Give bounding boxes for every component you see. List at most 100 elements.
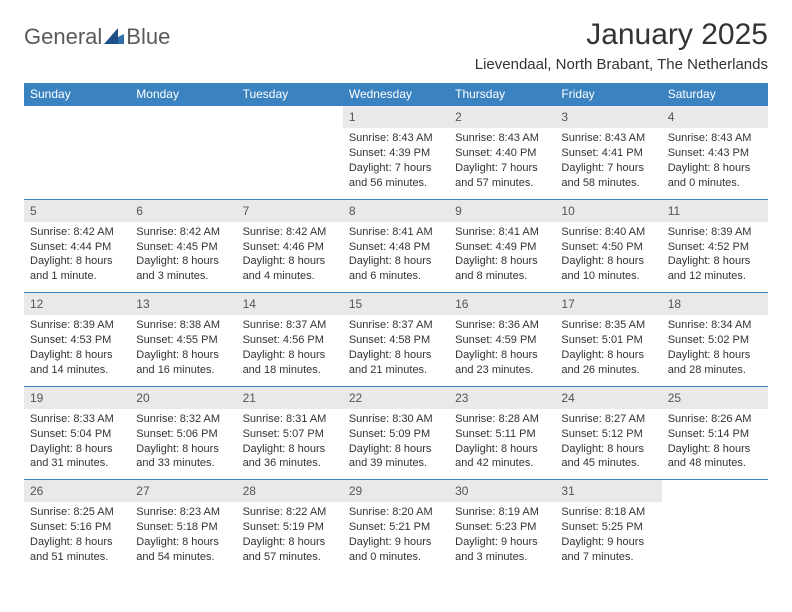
calendar-day-cell: 3Sunrise: 8:43 AMSunset: 4:41 PMDaylight… bbox=[555, 106, 661, 200]
weekday-header: Friday bbox=[555, 83, 661, 106]
sunset-text: Sunset: 5:07 PM bbox=[243, 427, 337, 442]
sunrise-text: Sunrise: 8:42 AM bbox=[243, 225, 337, 240]
weekday-header: Tuesday bbox=[237, 83, 343, 106]
day-number: 21 bbox=[237, 387, 343, 409]
weekday-header: Saturday bbox=[662, 83, 768, 106]
day-number: 6 bbox=[130, 200, 236, 222]
day-number: 23 bbox=[449, 387, 555, 409]
day-number: 19 bbox=[24, 387, 130, 409]
sunset-text: Sunset: 5:16 PM bbox=[30, 520, 124, 535]
calendar-day-cell: 9Sunrise: 8:41 AMSunset: 4:49 PMDaylight… bbox=[449, 199, 555, 293]
day-number: 13 bbox=[130, 293, 236, 315]
weekday-header: Thursday bbox=[449, 83, 555, 106]
sunrise-text: Sunrise: 8:30 AM bbox=[349, 412, 443, 427]
weekday-header: Sunday bbox=[24, 83, 130, 106]
calendar-day-cell: 18Sunrise: 8:34 AMSunset: 5:02 PMDayligh… bbox=[662, 293, 768, 387]
daylight-text: Daylight: 8 hours and 26 minutes. bbox=[561, 348, 655, 378]
sunset-text: Sunset: 4:39 PM bbox=[349, 146, 443, 161]
daylight-text: Daylight: 8 hours and 12 minutes. bbox=[668, 254, 762, 284]
daylight-text: Daylight: 8 hours and 10 minutes. bbox=[561, 254, 655, 284]
daylight-text: Daylight: 8 hours and 39 minutes. bbox=[349, 442, 443, 472]
calendar-day-cell: 26Sunrise: 8:25 AMSunset: 5:16 PMDayligh… bbox=[24, 480, 130, 573]
logo-text-general: General bbox=[24, 24, 102, 50]
daylight-text: Daylight: 8 hours and 57 minutes. bbox=[243, 535, 337, 565]
day-number: 17 bbox=[555, 293, 661, 315]
page-title: January 2025 bbox=[475, 18, 768, 52]
day-number: 5 bbox=[24, 200, 130, 222]
day-number: 18 bbox=[662, 293, 768, 315]
sunrise-text: Sunrise: 8:37 AM bbox=[349, 318, 443, 333]
day-body: Sunrise: 8:37 AMSunset: 4:58 PMDaylight:… bbox=[343, 315, 449, 385]
sunrise-text: Sunrise: 8:41 AM bbox=[455, 225, 549, 240]
daylight-text: Daylight: 8 hours and 33 minutes. bbox=[136, 442, 230, 472]
day-number: 14 bbox=[237, 293, 343, 315]
sunset-text: Sunset: 4:53 PM bbox=[30, 333, 124, 348]
sunset-text: Sunset: 4:55 PM bbox=[136, 333, 230, 348]
sunrise-text: Sunrise: 8:42 AM bbox=[30, 225, 124, 240]
sunset-text: Sunset: 5:12 PM bbox=[561, 427, 655, 442]
day-body: Sunrise: 8:42 AMSunset: 4:44 PMDaylight:… bbox=[24, 222, 130, 292]
calendar-day-cell: 22Sunrise: 8:30 AMSunset: 5:09 PMDayligh… bbox=[343, 386, 449, 480]
sunrise-text: Sunrise: 8:32 AM bbox=[136, 412, 230, 427]
day-number: 16 bbox=[449, 293, 555, 315]
day-body: Sunrise: 8:30 AMSunset: 5:09 PMDaylight:… bbox=[343, 409, 449, 479]
daylight-text: Daylight: 8 hours and 0 minutes. bbox=[668, 161, 762, 191]
sunrise-text: Sunrise: 8:26 AM bbox=[668, 412, 762, 427]
day-body: Sunrise: 8:33 AMSunset: 5:04 PMDaylight:… bbox=[24, 409, 130, 479]
calendar-week-row: 1Sunrise: 8:43 AMSunset: 4:39 PMDaylight… bbox=[24, 106, 768, 200]
daylight-text: Daylight: 7 hours and 57 minutes. bbox=[455, 161, 549, 191]
daylight-text: Daylight: 8 hours and 16 minutes. bbox=[136, 348, 230, 378]
day-number: 2 bbox=[449, 106, 555, 128]
daylight-text: Daylight: 8 hours and 6 minutes. bbox=[349, 254, 443, 284]
calendar-day-cell: 7Sunrise: 8:42 AMSunset: 4:46 PMDaylight… bbox=[237, 199, 343, 293]
day-number: 4 bbox=[662, 106, 768, 128]
day-number: 22 bbox=[343, 387, 449, 409]
sunset-text: Sunset: 4:46 PM bbox=[243, 240, 337, 255]
sunset-text: Sunset: 5:01 PM bbox=[561, 333, 655, 348]
day-body: Sunrise: 8:41 AMSunset: 4:48 PMDaylight:… bbox=[343, 222, 449, 292]
calendar-day-cell: 31Sunrise: 8:18 AMSunset: 5:25 PMDayligh… bbox=[555, 480, 661, 573]
sunrise-text: Sunrise: 8:31 AM bbox=[243, 412, 337, 427]
calendar-day-cell: 14Sunrise: 8:37 AMSunset: 4:56 PMDayligh… bbox=[237, 293, 343, 387]
calendar-day-cell: 4 Sunrise: 8:43 AMSunset: 4:43 PMDaylight… bbox=[662, 106, 768, 200]
sunset-text: Sunset: 4:45 PM bbox=[136, 240, 230, 255]
day-body: Sunrise: 8:36 AMSunset: 4:59 PMDaylight:… bbox=[449, 315, 555, 385]
sunrise-text: Sunrise: 8:39 AM bbox=[668, 225, 762, 240]
weekday-header-row: SundayMondayTuesdayWednesdayThursdayFrid… bbox=[24, 83, 768, 106]
sunset-text: Sunset: 4:40 PM bbox=[455, 146, 549, 161]
sunset-text: Sunset: 5:04 PM bbox=[30, 427, 124, 442]
day-body: Sunrise: 8:43 AMSunset: 4:40 PMDaylight:… bbox=[449, 128, 555, 198]
calendar-day-cell: 19Sunrise: 8:33 AMSunset: 5:04 PMDayligh… bbox=[24, 386, 130, 480]
calendar-day-cell: 2Sunrise: 8:43 AMSunset: 4:40 PMDaylight… bbox=[449, 106, 555, 200]
sunset-text: Sunset: 4:50 PM bbox=[561, 240, 655, 255]
sunrise-text: Sunrise: 8:43 AM bbox=[668, 131, 762, 146]
calendar-week-row: 5Sunrise: 8:42 AMSunset: 4:44 PMDaylight… bbox=[24, 199, 768, 293]
logo-icon bbox=[104, 24, 124, 50]
day-body: Sunrise: 8:43 AMSunset: 4:39 PMDaylight:… bbox=[343, 128, 449, 198]
calendar-day-cell: 15Sunrise: 8:37 AMSunset: 4:58 PMDayligh… bbox=[343, 293, 449, 387]
sunset-text: Sunset: 5:09 PM bbox=[349, 427, 443, 442]
sunset-text: Sunset: 4:41 PM bbox=[561, 146, 655, 161]
day-number: 28 bbox=[237, 480, 343, 502]
day-number: 25 bbox=[662, 387, 768, 409]
calendar-week-row: 19Sunrise: 8:33 AMSunset: 5:04 PMDayligh… bbox=[24, 386, 768, 480]
day-number: 7 bbox=[237, 200, 343, 222]
daylight-text: Daylight: 9 hours and 7 minutes. bbox=[561, 535, 655, 565]
sunrise-text: Sunrise: 8:20 AM bbox=[349, 505, 443, 520]
logo-text-blue: Blue bbox=[126, 24, 170, 50]
calendar-day-cell: 8Sunrise: 8:41 AMSunset: 4:48 PMDaylight… bbox=[343, 199, 449, 293]
calendar-day-cell: 21Sunrise: 8:31 AMSunset: 5:07 PMDayligh… bbox=[237, 386, 343, 480]
daylight-text: Daylight: 8 hours and 36 minutes. bbox=[243, 442, 337, 472]
sunrise-text: Sunrise: 8:34 AM bbox=[668, 318, 762, 333]
daylight-text: Daylight: 7 hours and 56 minutes. bbox=[349, 161, 443, 191]
sunrise-text: Sunrise: 8:37 AM bbox=[243, 318, 337, 333]
daylight-text: Daylight: 8 hours and 1 minute. bbox=[30, 254, 124, 284]
calendar-day-cell: 6Sunrise: 8:42 AMSunset: 4:45 PMDaylight… bbox=[130, 199, 236, 293]
day-body: Sunrise: 8:31 AMSunset: 5:07 PMDaylight:… bbox=[237, 409, 343, 479]
sunset-text: Sunset: 4:43 PM bbox=[668, 146, 762, 161]
day-body: Sunrise: 8:42 AMSunset: 4:45 PMDaylight:… bbox=[130, 222, 236, 292]
calendar-day-cell: 11Sunrise: 8:39 AMSunset: 4:52 PMDayligh… bbox=[662, 199, 768, 293]
calendar-body: 1Sunrise: 8:43 AMSunset: 4:39 PMDaylight… bbox=[24, 106, 768, 573]
sunrise-text: Sunrise: 8:18 AM bbox=[561, 505, 655, 520]
sunset-text: Sunset: 4:56 PM bbox=[243, 333, 337, 348]
